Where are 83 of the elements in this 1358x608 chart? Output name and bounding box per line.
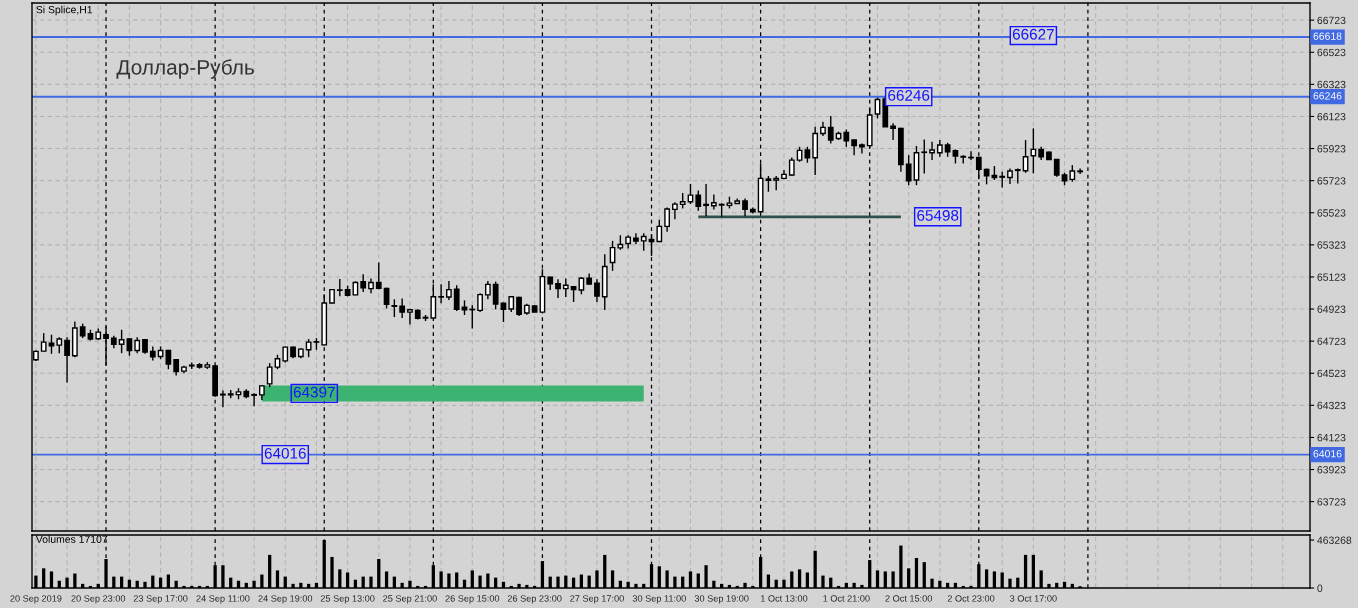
candlestick bbox=[484, 280, 491, 300]
candlestick bbox=[446, 280, 452, 301]
ref-line-label: 64016 bbox=[1313, 450, 1342, 458]
y-tick-label: 65523 bbox=[1317, 209, 1346, 217]
candlestick bbox=[687, 183, 694, 205]
y-tick-label: 64923 bbox=[1317, 305, 1346, 313]
x-tick-label: 30 Sep 19:00 bbox=[694, 595, 749, 604]
candlestick bbox=[407, 308, 413, 326]
x-tick-label: 25 Sep 13:00 bbox=[320, 595, 375, 604]
candlestick bbox=[999, 170, 1006, 189]
x-tick-label: 2 Oct 15:00 bbox=[885, 595, 933, 602]
x-tick-label: 24 Sep 11:00 bbox=[196, 595, 250, 604]
candlestick bbox=[266, 362, 273, 388]
candlestick bbox=[656, 219, 663, 243]
series-label: 65498 bbox=[917, 210, 959, 221]
candlestick bbox=[375, 261, 382, 291]
x-tick-label: 20 Sep 23:00 bbox=[71, 595, 126, 604]
y-tick-label: 65123 bbox=[1317, 273, 1346, 281]
annotation: 66627 bbox=[1012, 28, 1054, 40]
candlestick bbox=[64, 336, 70, 384]
candlestick bbox=[40, 332, 47, 353]
x-tick-label: 27 Sep 17:00 bbox=[570, 595, 624, 604]
candlestick bbox=[905, 154, 912, 186]
y-tick-label: 63723 bbox=[1317, 498, 1346, 506]
y-tick-label: 64523 bbox=[1317, 369, 1346, 378]
x-tick-label: 23 Sep 17:00 bbox=[133, 595, 188, 604]
y-tick-label: 64323 bbox=[1317, 401, 1346, 410]
x-tick-label: 25 Sep 21:00 bbox=[383, 595, 437, 604]
candlestick bbox=[710, 193, 717, 211]
candlestick bbox=[827, 115, 834, 145]
y-tick-label: 66323 bbox=[1317, 80, 1346, 89]
y-tick-label: 65323 bbox=[1317, 241, 1346, 249]
ref-line-label: 66618 bbox=[1313, 32, 1342, 40]
annotation: Доллар-Рубль bbox=[116, 59, 254, 79]
x-tick-label: 2 Oct 23:00 bbox=[947, 595, 995, 602]
x-tick-label: 24 Sep 19:00 bbox=[258, 595, 313, 604]
x-tick-label: 1 Oct 21:00 bbox=[823, 595, 870, 602]
series-label: 64397 bbox=[293, 386, 335, 398]
candlestick bbox=[695, 189, 702, 212]
x-tick-label: 20 Sep 2019 bbox=[10, 595, 62, 604]
x-tick-label: 26 Sep 23:00 bbox=[507, 595, 562, 604]
y-tick-label: 64723 bbox=[1317, 337, 1346, 346]
y-tick-label: 65923 bbox=[1317, 145, 1346, 153]
chart-title: Volumes 17107 bbox=[35, 535, 108, 543]
candlestick bbox=[477, 292, 483, 313]
candlestick bbox=[48, 334, 55, 355]
candlestick bbox=[555, 278, 561, 299]
candlestick bbox=[594, 278, 600, 303]
x-tick-label: 1 Oct 13:00 bbox=[761, 595, 808, 602]
annotation: 66246 bbox=[888, 90, 930, 101]
y-tick-label: 66523 bbox=[1317, 48, 1346, 57]
y-tick-label: 66723 bbox=[1317, 16, 1346, 25]
candlestick bbox=[562, 277, 569, 298]
y-tick-label: 463268 bbox=[1317, 536, 1352, 544]
candlestick bbox=[859, 142, 865, 155]
y-tick-label: 63923 bbox=[1317, 466, 1346, 474]
y-tick-label: 64123 bbox=[1317, 433, 1346, 442]
y-tick-label: 0 bbox=[1317, 584, 1323, 592]
x-tick-label: 3 Oct 17:00 bbox=[1010, 595, 1057, 602]
y-tick-label: 65723 bbox=[1317, 177, 1346, 185]
x-tick-label: 26 Sep 15:00 bbox=[445, 595, 500, 604]
candlestick bbox=[399, 297, 406, 319]
candlestick bbox=[664, 206, 670, 233]
candlestick bbox=[492, 280, 499, 311]
candlestick bbox=[118, 329, 125, 354]
candlestick bbox=[251, 392, 257, 407]
candlestick bbox=[703, 183, 709, 217]
ref-line-label: 66246 bbox=[1313, 92, 1342, 100]
candlestick bbox=[788, 156, 795, 177]
y-tick-label: 66123 bbox=[1317, 112, 1346, 121]
x-tick-label: 30 Sep 11:00 bbox=[632, 595, 686, 604]
candlestick bbox=[929, 140, 935, 161]
candlestick bbox=[921, 138, 928, 175]
candlestick bbox=[1030, 127, 1037, 175]
candlestick bbox=[453, 284, 460, 312]
candlestick bbox=[336, 278, 343, 298]
candlestick bbox=[890, 122, 896, 141]
candlestick bbox=[438, 283, 444, 304]
candlestick bbox=[305, 338, 312, 358]
candlestick bbox=[220, 389, 226, 408]
candlestick bbox=[1077, 167, 1083, 175]
chart-title: Si Splice,H1 bbox=[36, 5, 93, 16]
annotation: 64016 bbox=[264, 447, 306, 459]
